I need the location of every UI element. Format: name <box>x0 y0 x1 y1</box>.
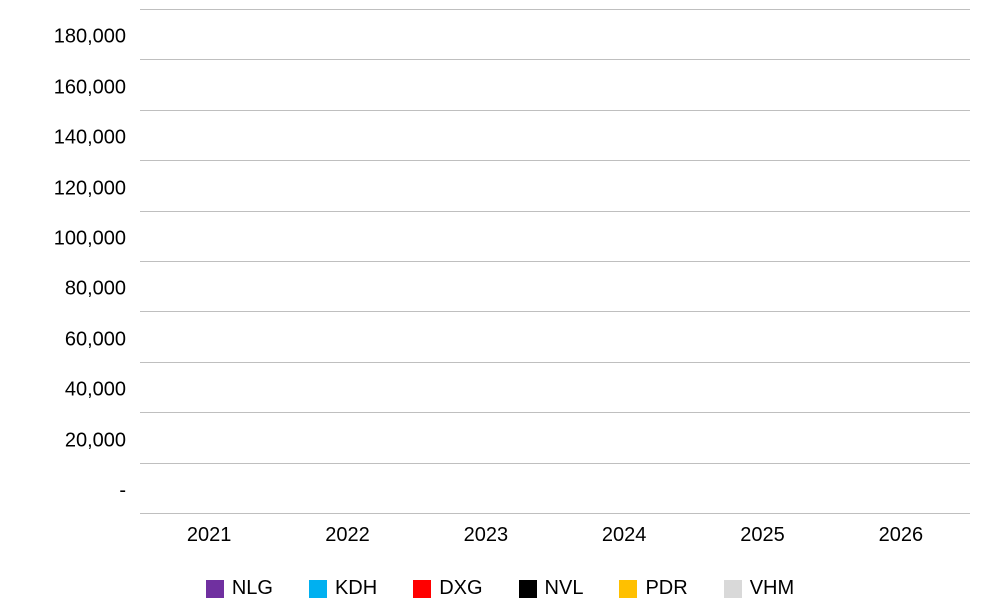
gridline <box>140 59 970 60</box>
gridline <box>140 463 970 464</box>
y-axis-label: 60,000 <box>65 328 126 351</box>
legend-label: NLG <box>232 577 273 600</box>
y-axis-label: 140,000 <box>54 127 126 150</box>
legend-item-KDH: KDH <box>309 577 377 600</box>
y-axis-label: 120,000 <box>54 177 126 200</box>
x-axis-label: 2024 <box>602 524 647 547</box>
y-axis-label: 80,000 <box>65 278 126 301</box>
legend-swatch <box>724 580 742 598</box>
y-axis-label: 40,000 <box>65 379 126 402</box>
legend-swatch <box>206 580 224 598</box>
x-axis-label: 2021 <box>187 524 232 547</box>
x-axis-label: 2023 <box>464 524 509 547</box>
legend-label: VHM <box>750 577 794 600</box>
legend-swatch <box>519 580 537 598</box>
y-axis-label: 160,000 <box>54 76 126 99</box>
stacked-bar-chart: - 20,000 40,000 60,000 80,000 100,000 120,000 1… <box>0 0 1000 614</box>
gridline <box>140 160 970 161</box>
legend-swatch <box>413 580 431 598</box>
y-axis-label: - <box>119 480 126 503</box>
bars-layer <box>140 10 970 514</box>
y-axis-label: 100,000 <box>54 228 126 251</box>
gridline <box>140 513 970 514</box>
plot-area: -20,00040,00060,00080,000100,000120,0001… <box>140 10 970 514</box>
gridline <box>140 311 970 312</box>
legend-item-DXG: DXG <box>413 577 482 600</box>
legend: NLG KDH DXG NVL PDR VHM <box>0 577 1000 600</box>
gridline <box>140 362 970 363</box>
x-axis-label: 2026 <box>879 524 924 547</box>
x-axis-label: 2025 <box>740 524 785 547</box>
legend-label: KDH <box>335 577 377 600</box>
legend-label: DXG <box>439 577 482 600</box>
x-axis-label: 2022 <box>325 524 370 547</box>
legend-swatch <box>619 580 637 598</box>
y-axis-label: 180,000 <box>54 26 126 49</box>
legend-label: NVL <box>545 577 584 600</box>
legend-item-VHM: VHM <box>724 577 794 600</box>
gridline <box>140 211 970 212</box>
legend-item-NVL: NVL <box>519 577 584 600</box>
legend-label: PDR <box>645 577 687 600</box>
gridline <box>140 261 970 262</box>
legend-item-NLG: NLG <box>206 577 273 600</box>
gridline <box>140 9 970 10</box>
legend-swatch <box>309 580 327 598</box>
gridline <box>140 110 970 111</box>
y-axis-label: 20,000 <box>65 429 126 452</box>
legend-item-PDR: PDR <box>619 577 687 600</box>
gridline <box>140 412 970 413</box>
